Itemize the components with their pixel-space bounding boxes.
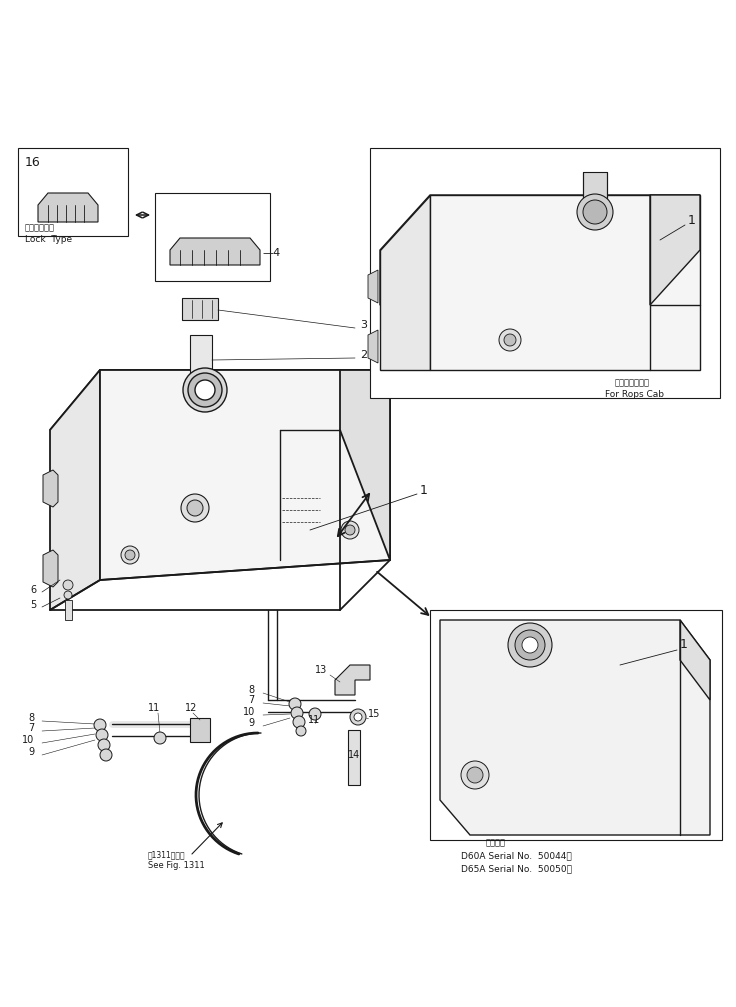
- Circle shape: [461, 761, 489, 789]
- Text: 11: 11: [308, 715, 320, 725]
- Bar: [182, 298, 218, 320]
- Polygon shape: [190, 718, 210, 742]
- Circle shape: [341, 521, 359, 539]
- Polygon shape: [380, 195, 700, 305]
- Polygon shape: [680, 620, 710, 700]
- Circle shape: [577, 194, 613, 230]
- Circle shape: [499, 329, 521, 351]
- Polygon shape: [380, 195, 430, 370]
- Circle shape: [522, 637, 538, 653]
- Polygon shape: [368, 270, 378, 303]
- Circle shape: [291, 707, 303, 719]
- Circle shape: [121, 546, 139, 564]
- Text: 8: 8: [248, 685, 254, 695]
- Text: ロックタイプ: ロックタイプ: [25, 223, 55, 232]
- Circle shape: [350, 709, 366, 725]
- Text: Lock  Type: Lock Type: [25, 235, 72, 244]
- Bar: [65, 600, 72, 620]
- Polygon shape: [340, 370, 390, 560]
- Circle shape: [354, 713, 362, 721]
- Circle shape: [187, 500, 203, 516]
- Text: 15: 15: [368, 709, 381, 719]
- Text: 10: 10: [243, 707, 255, 717]
- Circle shape: [181, 494, 209, 522]
- Polygon shape: [50, 370, 100, 610]
- Circle shape: [345, 525, 355, 535]
- Text: 6: 6: [30, 585, 36, 595]
- Text: 5: 5: [30, 600, 36, 610]
- Circle shape: [583, 200, 607, 224]
- Circle shape: [98, 739, 110, 751]
- Text: 1: 1: [680, 638, 688, 652]
- Text: D65A Serial No.  50050～: D65A Serial No. 50050～: [461, 864, 572, 873]
- Text: 14: 14: [348, 750, 360, 760]
- Text: 3: 3: [360, 320, 367, 330]
- Text: 1: 1: [420, 483, 428, 496]
- Bar: [430, 610, 722, 840]
- Text: 7: 7: [28, 723, 35, 733]
- Circle shape: [100, 749, 112, 761]
- Bar: [190, 335, 212, 383]
- Text: 2: 2: [360, 350, 367, 359]
- Polygon shape: [50, 370, 390, 430]
- Circle shape: [96, 729, 108, 741]
- Circle shape: [154, 732, 166, 744]
- Polygon shape: [100, 370, 390, 580]
- Circle shape: [188, 373, 222, 407]
- Polygon shape: [170, 238, 260, 265]
- Text: 10: 10: [22, 735, 35, 745]
- Circle shape: [64, 591, 72, 599]
- Polygon shape: [335, 665, 370, 695]
- Circle shape: [289, 698, 301, 710]
- Text: 13: 13: [315, 665, 328, 675]
- Polygon shape: [430, 195, 700, 370]
- Circle shape: [296, 726, 306, 736]
- Circle shape: [293, 716, 305, 728]
- Circle shape: [508, 623, 552, 667]
- Text: D60A Serial No.  50044～: D60A Serial No. 50044～: [461, 851, 572, 860]
- Text: 1: 1: [688, 213, 696, 227]
- Bar: [583, 172, 607, 200]
- Polygon shape: [43, 470, 58, 507]
- Bar: [370, 148, 720, 398]
- Text: 16: 16: [25, 155, 40, 168]
- Circle shape: [504, 334, 516, 346]
- Circle shape: [63, 580, 73, 590]
- Text: 7: 7: [248, 695, 254, 705]
- Polygon shape: [43, 550, 58, 587]
- Text: See Fig. 1311: See Fig. 1311: [148, 862, 205, 870]
- Circle shape: [309, 708, 321, 720]
- Circle shape: [183, 368, 227, 412]
- Text: 8: 8: [28, 713, 34, 723]
- Bar: [18, 148, 128, 236]
- Text: 9: 9: [28, 747, 34, 757]
- Bar: [348, 730, 360, 785]
- Text: For Rops Cab: For Rops Cab: [605, 390, 664, 399]
- Polygon shape: [650, 195, 700, 305]
- Circle shape: [94, 719, 106, 731]
- Text: 第1311図参照: 第1311図参照: [148, 851, 185, 860]
- Polygon shape: [368, 330, 378, 363]
- Text: ロプスキャブ用: ロプスキャブ用: [615, 378, 650, 387]
- Circle shape: [515, 630, 545, 660]
- Text: 11: 11: [148, 703, 160, 713]
- Text: 適用号機: 適用号機: [486, 838, 506, 847]
- Circle shape: [125, 550, 135, 560]
- Text: —4: —4: [262, 248, 280, 258]
- Text: 9: 9: [248, 718, 254, 728]
- Text: 12: 12: [185, 703, 197, 713]
- Bar: [155, 193, 270, 281]
- Polygon shape: [440, 620, 710, 835]
- Polygon shape: [38, 193, 98, 222]
- Circle shape: [467, 767, 483, 783]
- Circle shape: [195, 380, 215, 400]
